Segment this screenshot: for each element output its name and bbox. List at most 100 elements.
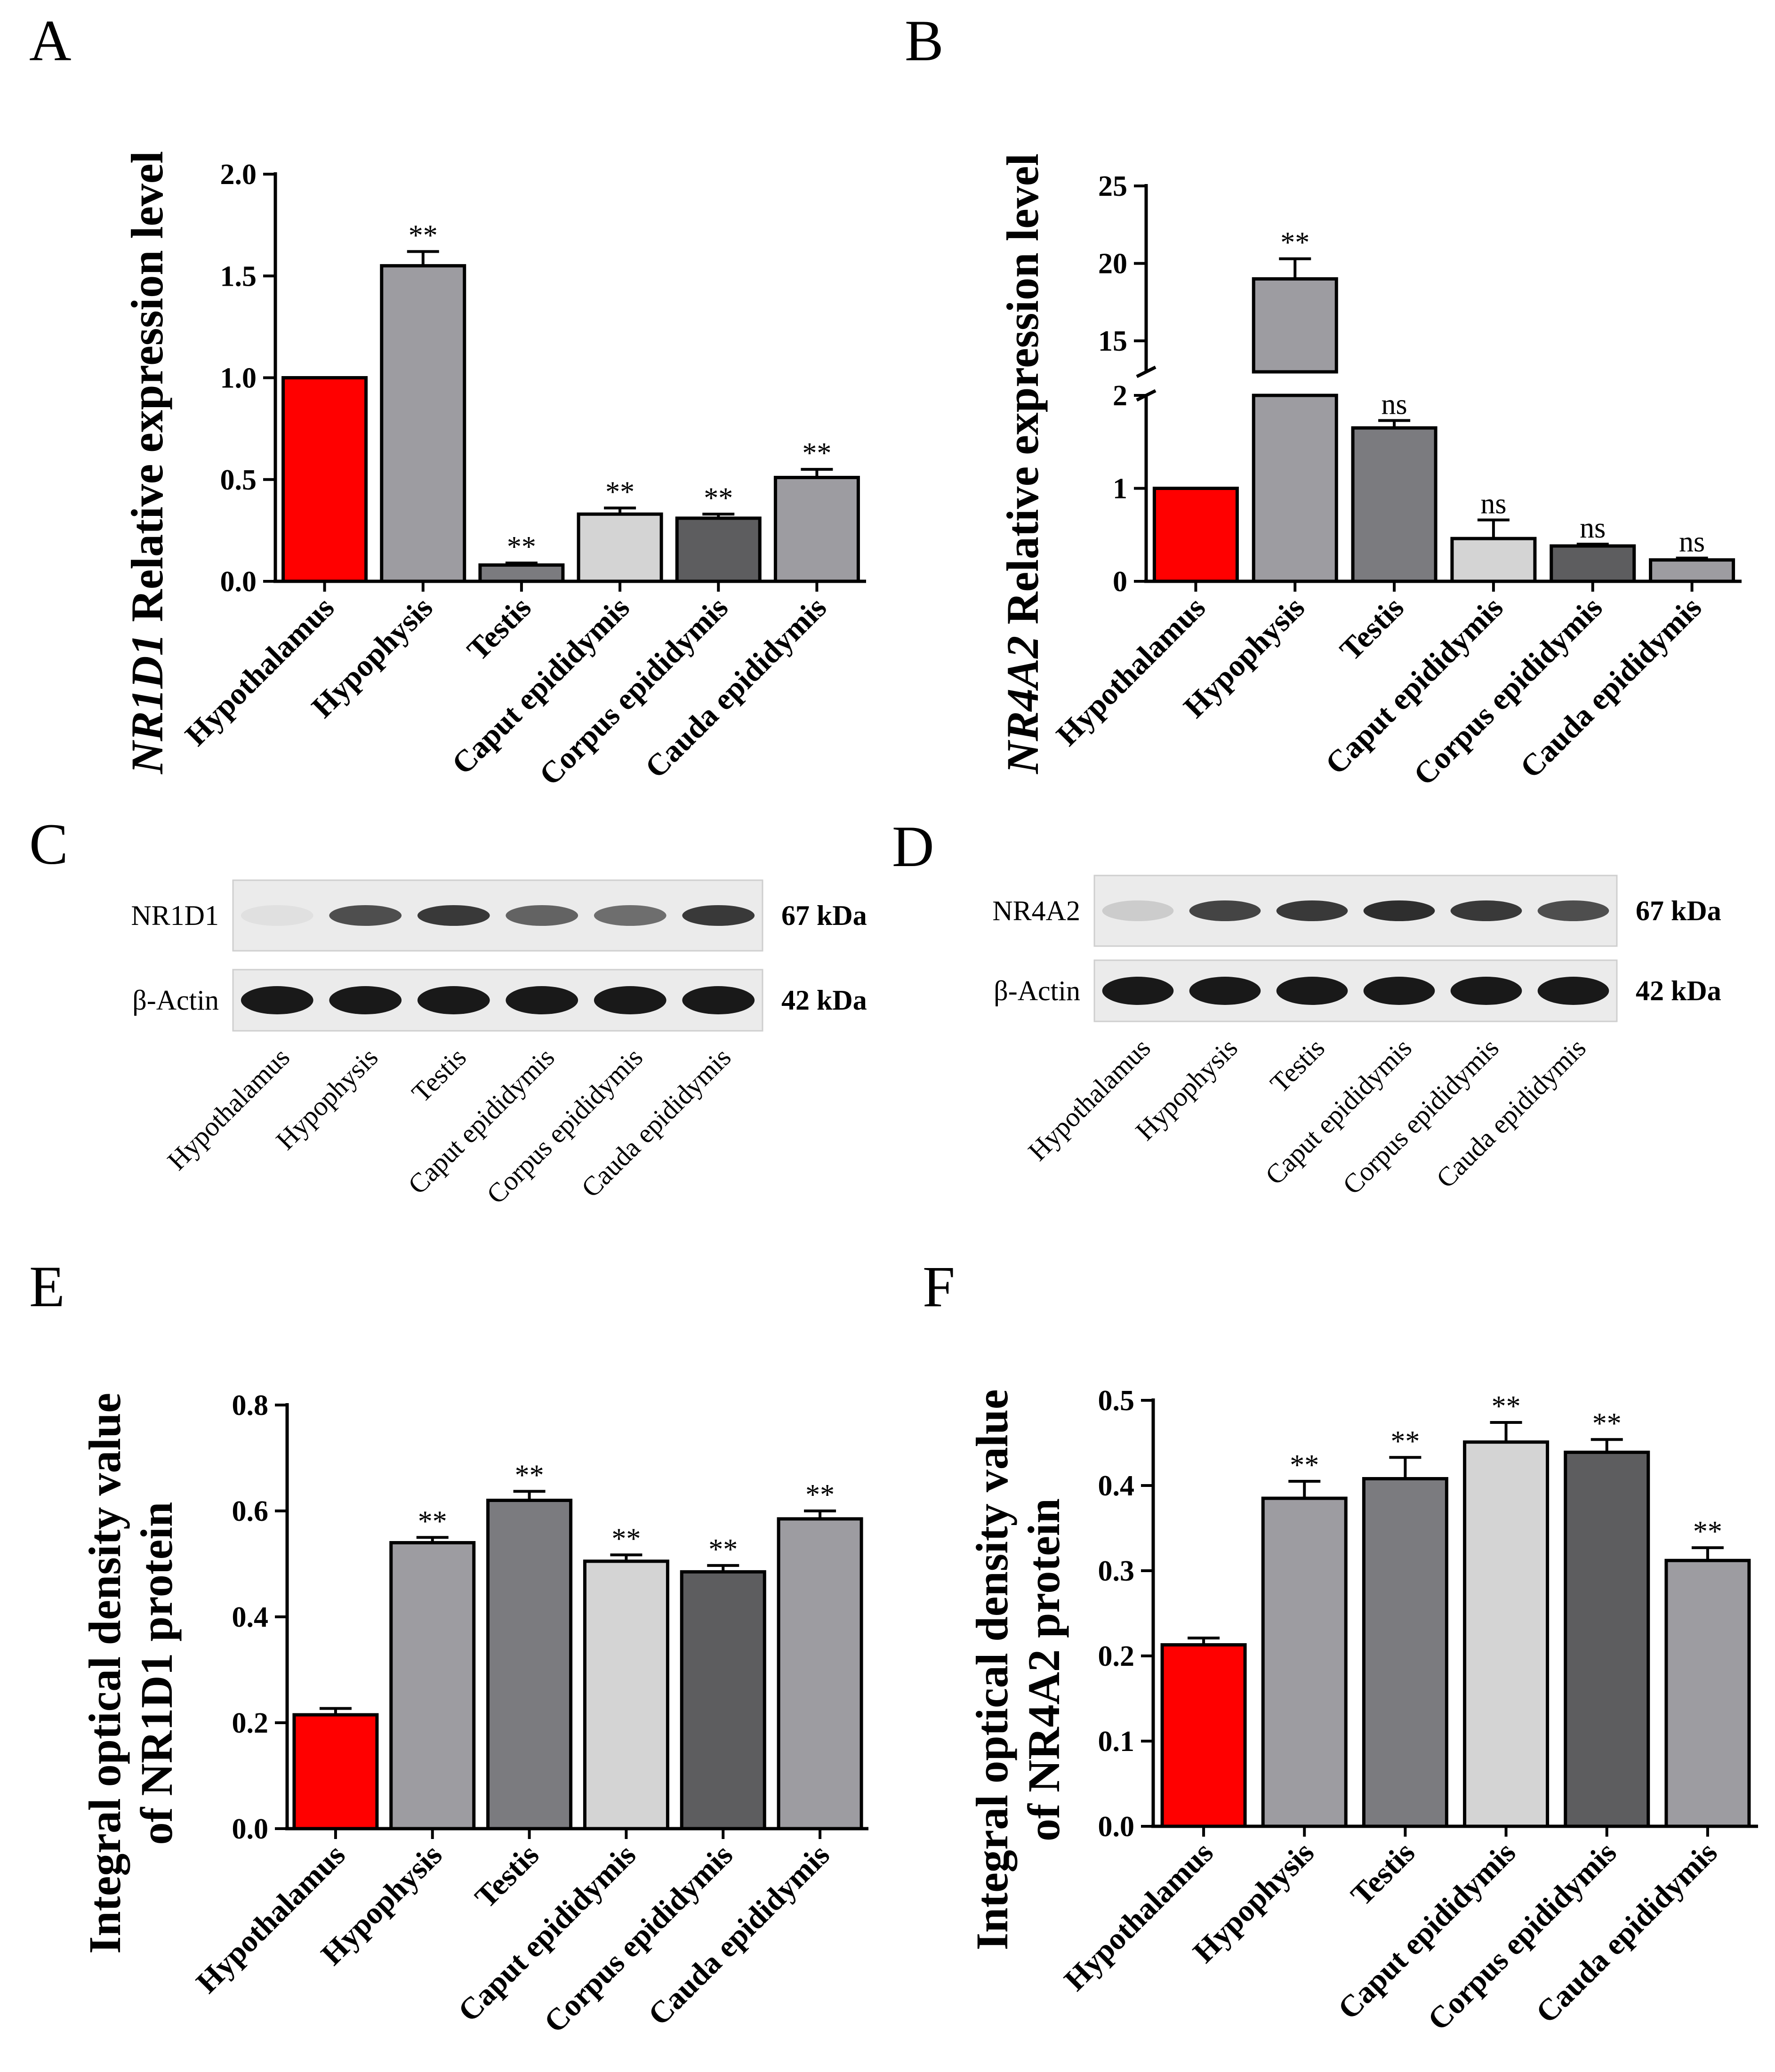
protein-band bbox=[506, 905, 578, 926]
protein-band bbox=[1102, 900, 1174, 921]
actin-band bbox=[594, 986, 667, 1014]
chart-e-nr1d1-density: 0.00.20.40.60.8Hypothalamus**Hypophysis*… bbox=[80, 1389, 868, 2040]
panel-letter-b: B bbox=[905, 8, 944, 73]
significance-label: ** bbox=[507, 531, 536, 563]
y-tick-label: 0.6 bbox=[232, 1495, 269, 1527]
chart-b-nr4a2-expression: 012152025Hypothalamus**HypophysisnsTesti… bbox=[997, 153, 1742, 792]
significance-label: ns bbox=[1480, 488, 1506, 520]
x-category-label: Corpus epididymis bbox=[1421, 1835, 1623, 2037]
protein-band bbox=[241, 905, 313, 926]
significance-label: ** bbox=[1290, 1449, 1319, 1481]
y-tick-label: 0.8 bbox=[232, 1389, 269, 1421]
chart-a-nr1d1-expression: 0.00.51.01.52.0Hypothalamus**Hypophysis*… bbox=[122, 151, 866, 792]
actin-band bbox=[241, 986, 313, 1014]
panel-letter-c: C bbox=[29, 812, 68, 876]
bar-hypothalamus bbox=[292, 1713, 379, 1831]
protein-label: NR1D1 bbox=[131, 900, 219, 931]
actin-kda-label: 42 kDa bbox=[1636, 975, 1721, 1006]
y-axis-title-text: Relative expression level bbox=[122, 151, 172, 634]
bar-testis bbox=[486, 1499, 573, 1831]
x-category-label: Cauda epididymis bbox=[639, 590, 833, 785]
blot-lane-label: Caput epididymis bbox=[1259, 1032, 1417, 1190]
blot-lane-label: Testis bbox=[406, 1042, 472, 1108]
x-category-label: Caput epididymis bbox=[1319, 590, 1510, 781]
blot-lane-label: Hypothalamus bbox=[161, 1042, 296, 1176]
protein-membrane bbox=[1093, 875, 1618, 947]
significance-label: ** bbox=[704, 482, 733, 514]
y-tick-label: 2 bbox=[1113, 380, 1127, 412]
bar-hypophysis-lower bbox=[1252, 394, 1338, 583]
bar-hypophysis bbox=[1261, 1496, 1348, 1828]
x-category-label: Cauda epididymis bbox=[1529, 1835, 1724, 2030]
actin-membrane bbox=[232, 969, 763, 1032]
significance-label: ** bbox=[802, 437, 831, 469]
y-tick-label: 25 bbox=[1098, 170, 1127, 202]
bar-cauda-epididymis bbox=[777, 1517, 863, 1831]
x-category-label: Testis bbox=[1344, 1835, 1422, 1912]
bar-hypothalamus bbox=[1152, 487, 1239, 583]
protein-band bbox=[1363, 900, 1435, 921]
panel-letter-a: A bbox=[29, 8, 72, 73]
x-category-label: Hypothalamus bbox=[179, 590, 341, 753]
bar-cauda-epididymis bbox=[1649, 558, 1735, 583]
panel-letter-d: D bbox=[892, 814, 934, 879]
y-axis-title-line1: Integral optical density value bbox=[967, 1389, 1017, 1951]
significance-label: ** bbox=[605, 476, 635, 508]
blot-lane-label: Corpus epididymis bbox=[481, 1042, 649, 1210]
y-tick-label: 0.4 bbox=[1098, 1470, 1135, 1502]
actin-band bbox=[506, 986, 578, 1014]
y-axis-title-gene: NR1D1 bbox=[122, 634, 172, 775]
x-category-label: Cauda epididymis bbox=[642, 1838, 836, 2032]
actin-membrane bbox=[1093, 959, 1618, 1022]
protein-band bbox=[594, 905, 667, 926]
significance-label: ** bbox=[1280, 227, 1309, 259]
protein-band bbox=[329, 905, 402, 926]
protein-kda-label: 67 kDa bbox=[781, 900, 867, 931]
bar-corpus-epididymis bbox=[1550, 544, 1636, 583]
significance-label: ** bbox=[409, 219, 438, 251]
x-category-label: Testis bbox=[468, 1838, 546, 1915]
significance-label: ns bbox=[1580, 512, 1606, 544]
y-tick-label: 0.0 bbox=[220, 566, 257, 598]
actin-band bbox=[1276, 977, 1348, 1005]
protein-band bbox=[682, 905, 755, 926]
bar-caput-epididymis bbox=[1463, 1440, 1550, 1828]
actin-band bbox=[417, 986, 490, 1014]
y-tick-label: 0.5 bbox=[1098, 1385, 1135, 1417]
bar-hypophysis-upper bbox=[1252, 277, 1338, 374]
bar-testis bbox=[1362, 1477, 1448, 1828]
y-axis-title: NR1D1 Relative expression level bbox=[122, 151, 172, 774]
significance-label: ns bbox=[1679, 526, 1705, 558]
significance-label: ** bbox=[708, 1534, 738, 1566]
x-category-label: Caput epididymis bbox=[445, 590, 636, 781]
protein-band bbox=[1276, 900, 1348, 921]
actin-kda-label: 42 kDa bbox=[781, 985, 867, 1016]
y-axis-title: NR4A2 Relative expression level bbox=[997, 153, 1048, 774]
bar-caput-epididymis bbox=[577, 512, 663, 583]
y-tick-label: 20 bbox=[1098, 248, 1127, 280]
bar-corpus-epididymis bbox=[680, 1570, 766, 1831]
y-tick-label: 0.3 bbox=[1098, 1555, 1135, 1587]
bar-hypothalamus bbox=[281, 376, 368, 583]
protein-kda-label: 67 kDa bbox=[1636, 895, 1721, 926]
blot-lane-label: Cauda epididymis bbox=[575, 1042, 737, 1203]
significance-label: ** bbox=[611, 1523, 641, 1555]
blot-lane-label: Hypothalamus bbox=[1022, 1032, 1157, 1166]
bar-caput-epididymis bbox=[1450, 537, 1537, 583]
bar-corpus-epididymis bbox=[675, 516, 762, 583]
axis-break-mark-upper bbox=[1136, 365, 1157, 378]
significance-label: ** bbox=[1592, 1407, 1622, 1439]
bar-cauda-epididymis bbox=[773, 475, 860, 583]
x-category-label: Testis bbox=[1333, 590, 1411, 667]
y-tick-label: 0.2 bbox=[1098, 1640, 1135, 1672]
significance-label: ** bbox=[805, 1479, 835, 1511]
x-category-label: Hypothalamus bbox=[190, 1838, 352, 2000]
x-category-label: Caput epididymis bbox=[1332, 1835, 1523, 2026]
significance-label: ns bbox=[1381, 388, 1407, 420]
y-tick-label: 1 bbox=[1113, 473, 1127, 505]
actin-band bbox=[1189, 977, 1261, 1005]
y-tick-label: 0.0 bbox=[232, 1813, 269, 1845]
